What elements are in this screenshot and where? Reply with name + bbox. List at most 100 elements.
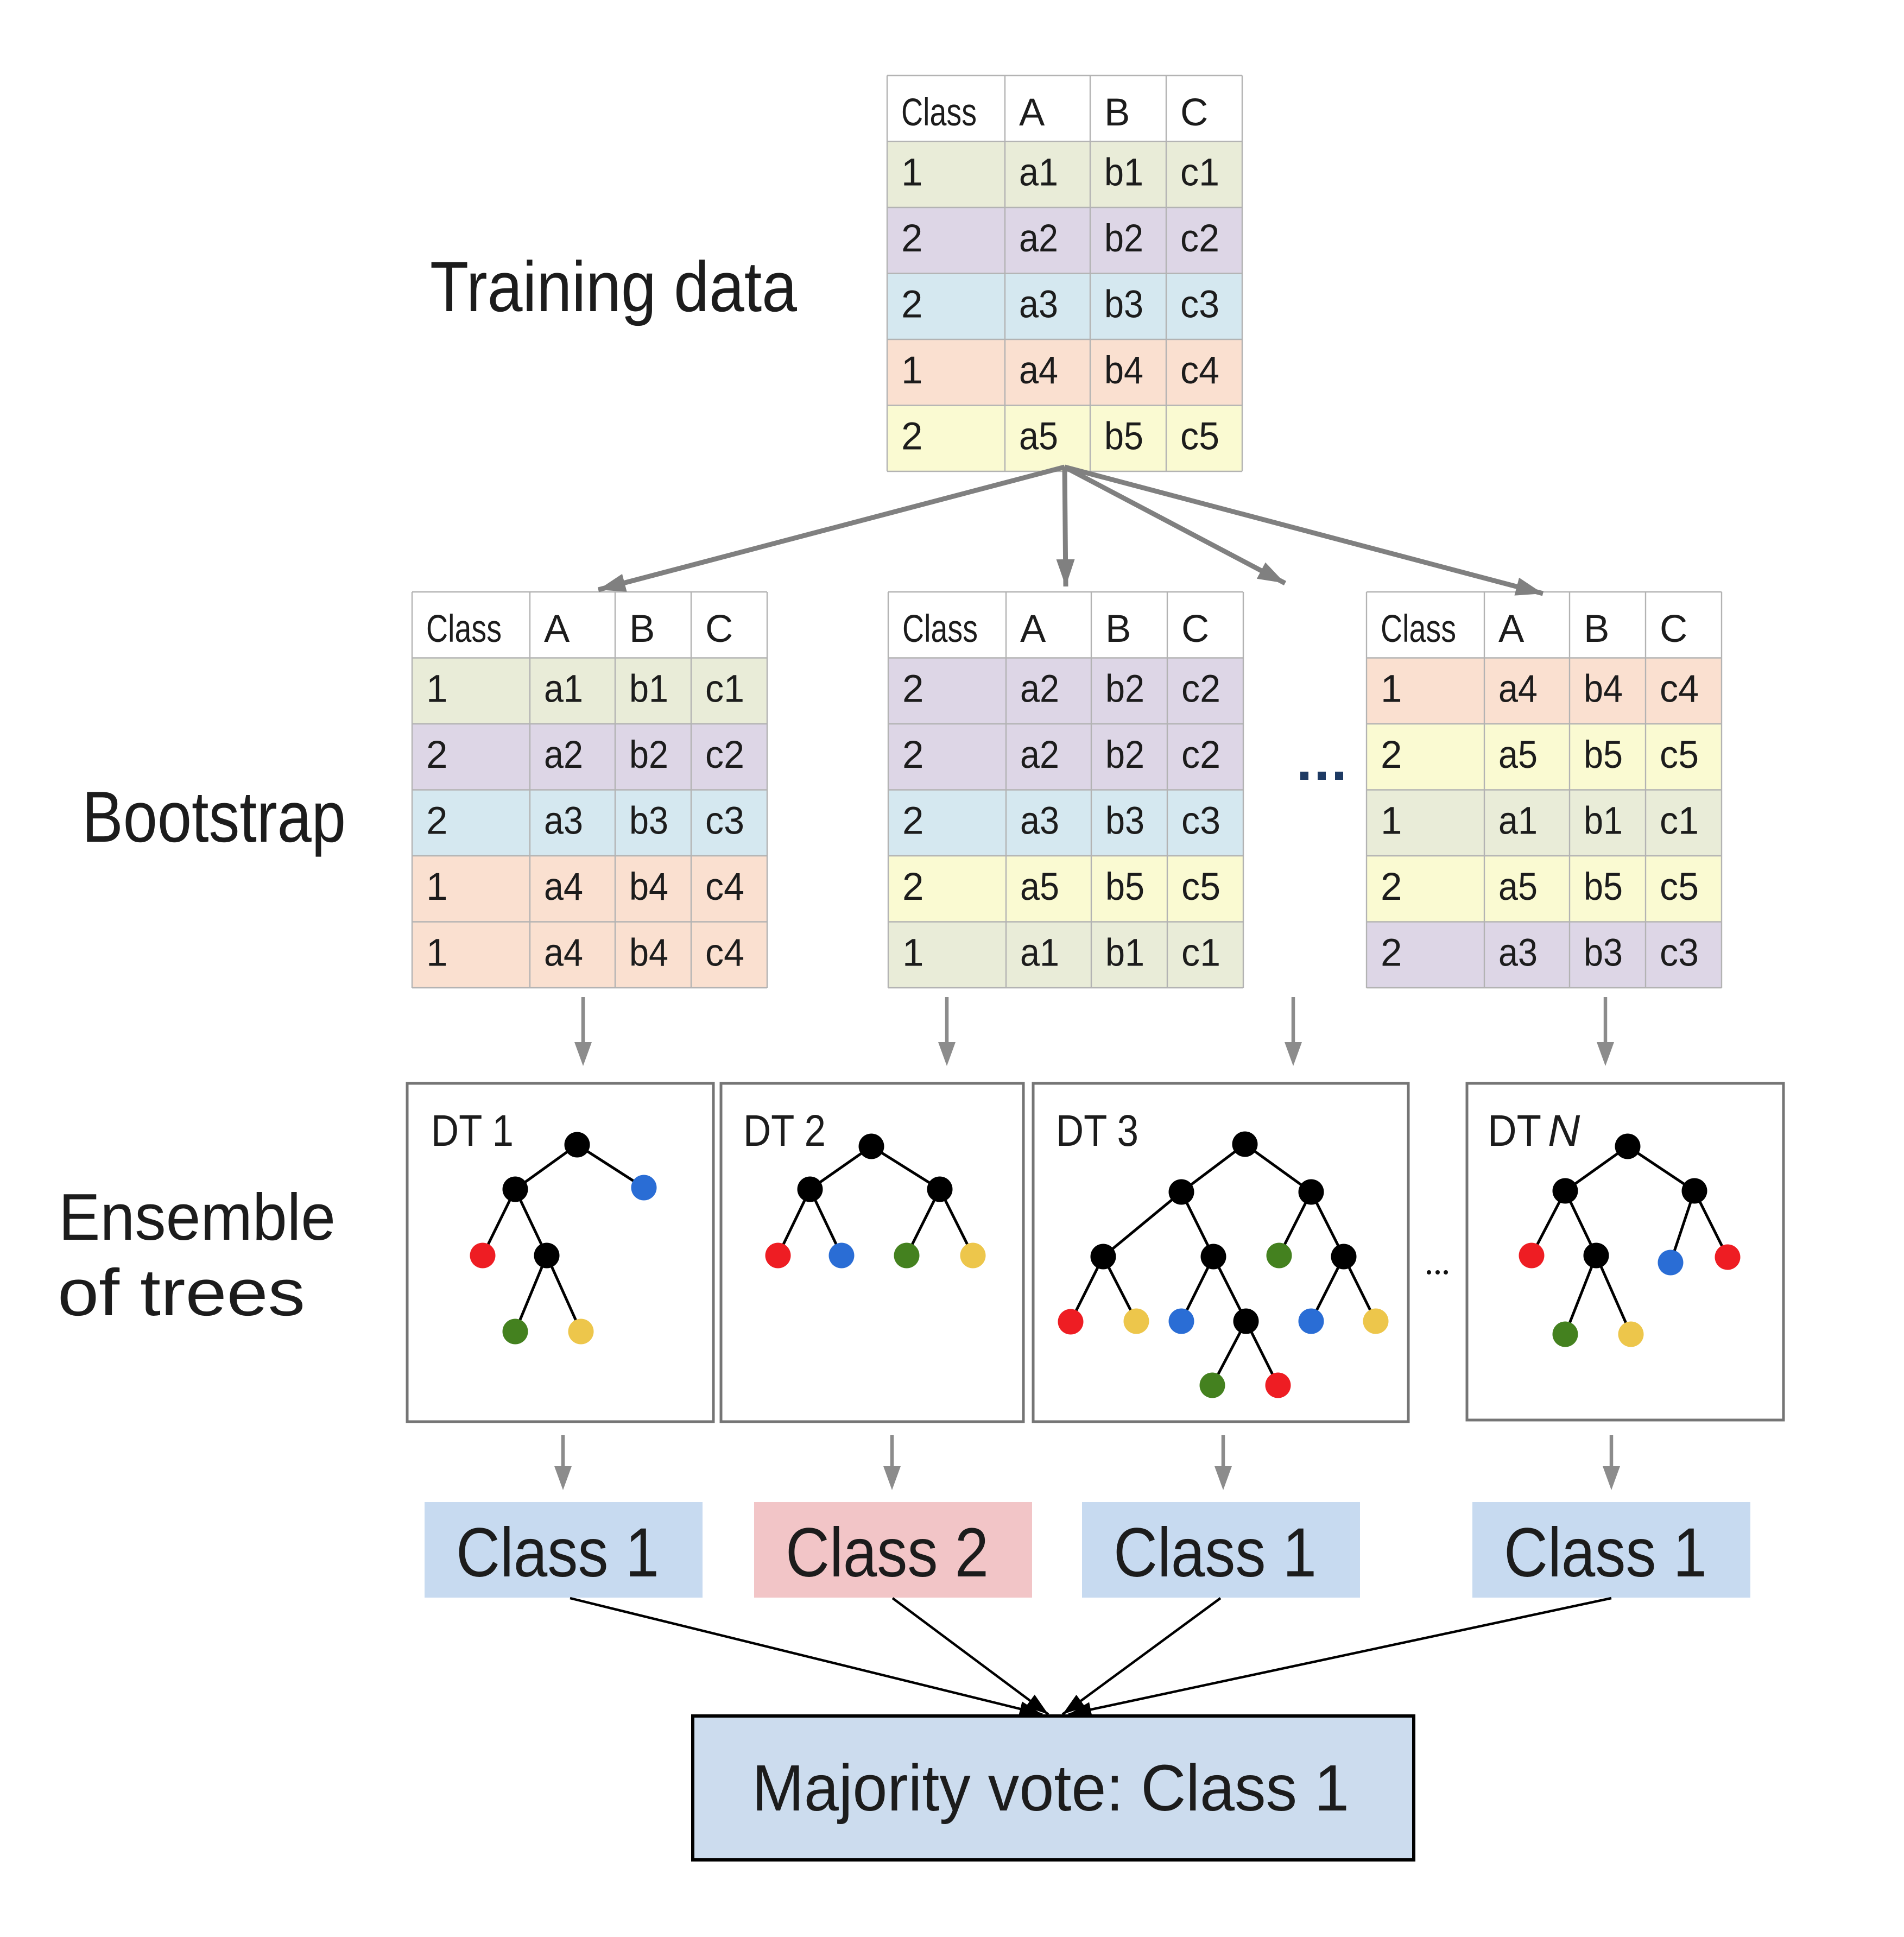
svg-text:DT 1: DT 1 xyxy=(431,1106,514,1156)
svg-text:2: 2 xyxy=(1381,866,1402,908)
svg-text:Class: Class xyxy=(902,608,978,651)
svg-text:2: 2 xyxy=(902,734,924,777)
svg-text:1: 1 xyxy=(426,932,448,975)
svg-text:c5: c5 xyxy=(1660,866,1699,908)
svg-text:b4: b4 xyxy=(1104,349,1143,392)
svg-text:2: 2 xyxy=(426,800,448,843)
svg-text:b2: b2 xyxy=(1104,217,1143,260)
svg-text:C: C xyxy=(705,608,733,651)
svg-text:a1: a1 xyxy=(1498,800,1538,843)
svg-text:c1: c1 xyxy=(1660,800,1699,843)
svg-text:c3: c3 xyxy=(1181,800,1220,843)
svg-text:2: 2 xyxy=(1381,734,1402,777)
svg-text:1: 1 xyxy=(901,152,923,194)
svg-text:c4: c4 xyxy=(1660,668,1699,711)
svg-text:Bootstrap: Bootstrap xyxy=(82,777,346,857)
svg-text:c3: c3 xyxy=(1660,932,1699,975)
svg-text:B: B xyxy=(1104,91,1130,134)
svg-text:Class 2: Class 2 xyxy=(786,1514,989,1592)
svg-text:A: A xyxy=(1019,91,1045,134)
svg-text:1: 1 xyxy=(1381,668,1402,711)
svg-text:2: 2 xyxy=(902,668,924,711)
svg-text:of trees: of trees xyxy=(58,1255,305,1329)
svg-text:N: N xyxy=(1548,1106,1580,1156)
svg-text:B: B xyxy=(1584,608,1609,651)
svg-text:1: 1 xyxy=(426,866,448,908)
svg-text:a5: a5 xyxy=(1019,415,1058,458)
svg-text:b1: b1 xyxy=(1104,152,1143,194)
svg-text:b3: b3 xyxy=(629,800,668,843)
svg-text:Training data: Training data xyxy=(430,247,797,326)
svg-text:2: 2 xyxy=(902,866,924,908)
svg-text:c4: c4 xyxy=(1180,349,1219,392)
svg-text:a1: a1 xyxy=(1020,932,1059,975)
svg-text:c2: c2 xyxy=(1181,668,1220,711)
svg-text:a4: a4 xyxy=(1498,668,1538,711)
svg-text:a4: a4 xyxy=(544,932,583,975)
svg-text:Class 1: Class 1 xyxy=(456,1514,659,1592)
svg-text:c4: c4 xyxy=(705,866,744,908)
svg-text:b5: b5 xyxy=(1104,415,1143,458)
svg-text:b3: b3 xyxy=(1104,283,1143,326)
svg-text:DT 3: DT 3 xyxy=(1056,1106,1138,1156)
svg-text:c3: c3 xyxy=(705,800,744,843)
svg-text:b4: b4 xyxy=(629,932,668,975)
svg-text:c1: c1 xyxy=(705,668,744,711)
svg-text:b2: b2 xyxy=(1105,734,1144,777)
svg-text:c3: c3 xyxy=(1180,283,1219,326)
svg-text:b3: b3 xyxy=(1105,800,1144,843)
svg-text:c2: c2 xyxy=(705,734,744,777)
svg-text:C: C xyxy=(1181,608,1209,651)
svg-text:DT: DT xyxy=(1488,1106,1541,1156)
svg-text:a2: a2 xyxy=(1019,217,1058,260)
svg-text:b2: b2 xyxy=(1105,668,1144,711)
svg-text:b5: b5 xyxy=(1584,866,1623,908)
svg-text:a1: a1 xyxy=(544,668,583,711)
svg-text:1: 1 xyxy=(901,349,923,392)
svg-text:b4: b4 xyxy=(1584,668,1623,711)
svg-text:DT 2: DT 2 xyxy=(743,1106,826,1156)
svg-text:a3: a3 xyxy=(1019,283,1058,326)
svg-text:c5: c5 xyxy=(1660,734,1699,777)
svg-text:b1: b1 xyxy=(1105,932,1144,975)
svg-text:Class: Class xyxy=(426,608,502,651)
svg-text:2: 2 xyxy=(901,283,923,326)
svg-text:Majority vote: Class 1: Majority vote: Class 1 xyxy=(752,1751,1349,1825)
svg-text:c5: c5 xyxy=(1181,866,1220,908)
svg-text:b5: b5 xyxy=(1584,734,1623,777)
svg-text:c2: c2 xyxy=(1181,734,1220,777)
svg-text:1: 1 xyxy=(1381,800,1402,843)
svg-text:2: 2 xyxy=(1381,932,1402,975)
svg-text:b2: b2 xyxy=(629,734,668,777)
svg-text:Class 1: Class 1 xyxy=(1504,1514,1707,1592)
svg-text:C: C xyxy=(1660,608,1687,651)
svg-text:2: 2 xyxy=(901,415,923,458)
svg-text:B: B xyxy=(1105,608,1131,651)
svg-text:a4: a4 xyxy=(544,866,583,908)
svg-text:a3: a3 xyxy=(544,800,583,843)
svg-text:A: A xyxy=(544,608,570,651)
svg-text:2: 2 xyxy=(901,217,923,260)
svg-text:1: 1 xyxy=(426,668,448,711)
svg-text:a1: a1 xyxy=(1019,152,1058,194)
svg-text:1: 1 xyxy=(902,932,924,975)
svg-text:b4: b4 xyxy=(629,866,668,908)
svg-text:Ensemble: Ensemble xyxy=(59,1180,336,1254)
svg-text:a5: a5 xyxy=(1498,866,1538,908)
svg-text:a4: a4 xyxy=(1019,349,1058,392)
svg-text:c4: c4 xyxy=(705,932,744,975)
svg-text:A: A xyxy=(1498,608,1525,651)
svg-text:a5: a5 xyxy=(1020,866,1059,908)
svg-text:A: A xyxy=(1020,608,1046,651)
svg-text:a5: a5 xyxy=(1498,734,1538,777)
svg-text:b3: b3 xyxy=(1584,932,1623,975)
svg-text:c1: c1 xyxy=(1180,152,1219,194)
svg-text:b1: b1 xyxy=(629,668,668,711)
svg-text:Class: Class xyxy=(901,91,977,134)
svg-text:c5: c5 xyxy=(1180,415,1219,458)
svg-text:a3: a3 xyxy=(1020,800,1059,843)
svg-text:Class 1: Class 1 xyxy=(1114,1514,1317,1592)
svg-text:b1: b1 xyxy=(1584,800,1623,843)
svg-text:2: 2 xyxy=(902,800,924,843)
svg-text:a2: a2 xyxy=(544,734,583,777)
